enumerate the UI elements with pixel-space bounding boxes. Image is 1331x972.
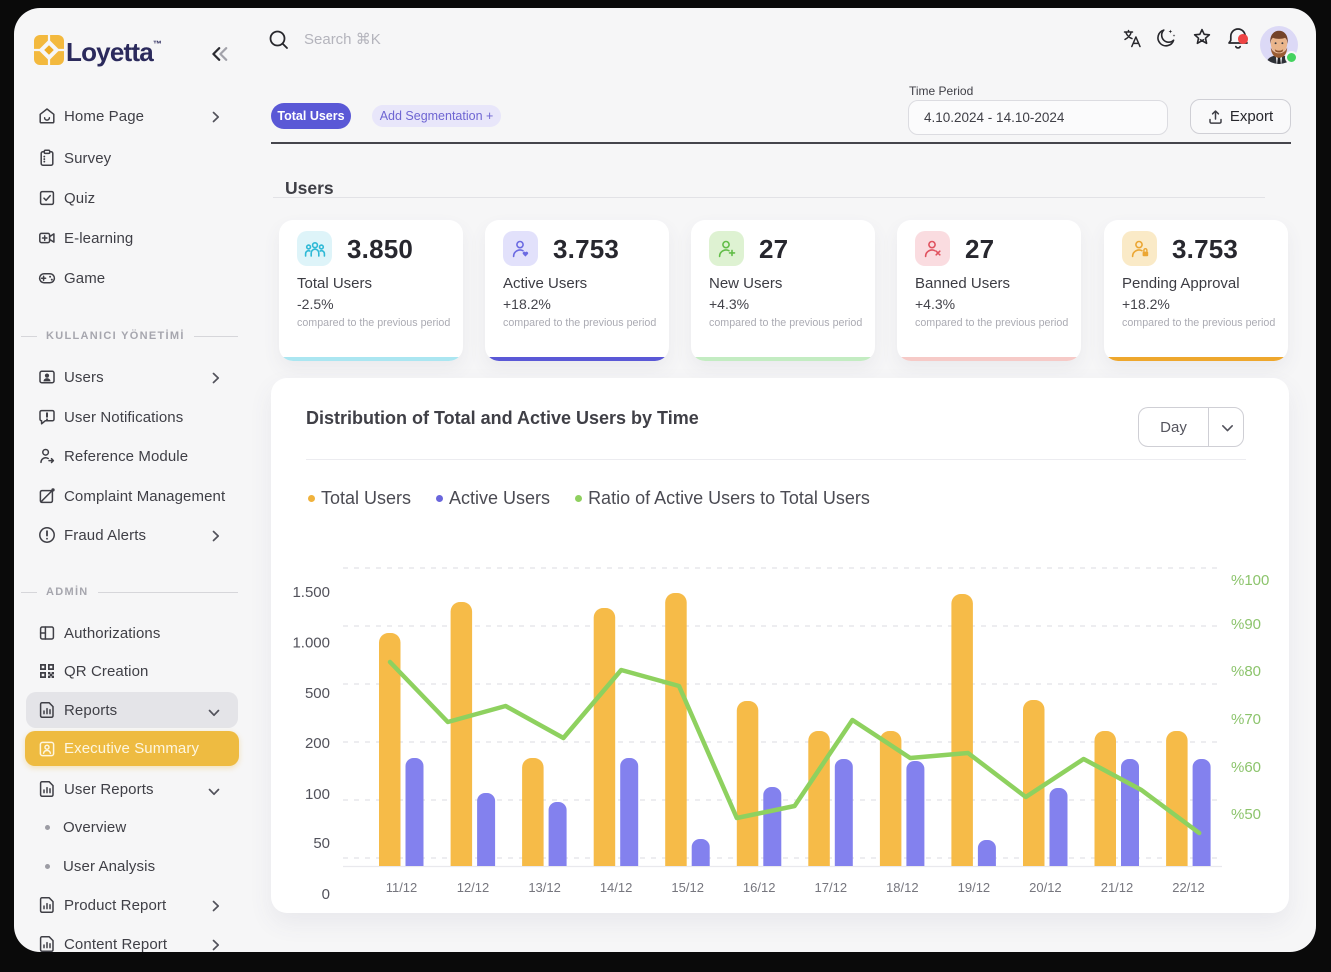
svg-text:500: 500 [305, 685, 330, 702]
svg-text:200: 200 [305, 735, 330, 752]
svg-text:1.000: 1.000 [292, 635, 330, 652]
svg-text:12/12: 12/12 [457, 880, 490, 895]
svg-text:22/12: 22/12 [1172, 880, 1205, 895]
svg-text:%70: %70 [1231, 711, 1261, 728]
svg-text:%90: %90 [1231, 616, 1261, 633]
svg-text:15/12: 15/12 [671, 880, 704, 895]
svg-text:13/12: 13/12 [528, 880, 561, 895]
svg-text:%80: %80 [1231, 663, 1261, 680]
svg-text:16/12: 16/12 [743, 880, 776, 895]
svg-text:50: 50 [313, 835, 330, 852]
svg-text:100: 100 [305, 786, 330, 803]
svg-text:21/12: 21/12 [1101, 880, 1134, 895]
svg-text:%100: %100 [1231, 572, 1269, 589]
svg-text:14/12: 14/12 [600, 880, 633, 895]
svg-text:18/12: 18/12 [886, 880, 919, 895]
svg-text:19/12: 19/12 [958, 880, 991, 895]
svg-text:%60: %60 [1231, 759, 1261, 776]
svg-text:20/12: 20/12 [1029, 880, 1062, 895]
svg-text:%50: %50 [1231, 806, 1261, 823]
svg-text:1.500: 1.500 [292, 584, 330, 601]
svg-text:0: 0 [322, 886, 330, 903]
svg-text:11/12: 11/12 [386, 880, 418, 895]
svg-text:17/12: 17/12 [815, 880, 848, 895]
